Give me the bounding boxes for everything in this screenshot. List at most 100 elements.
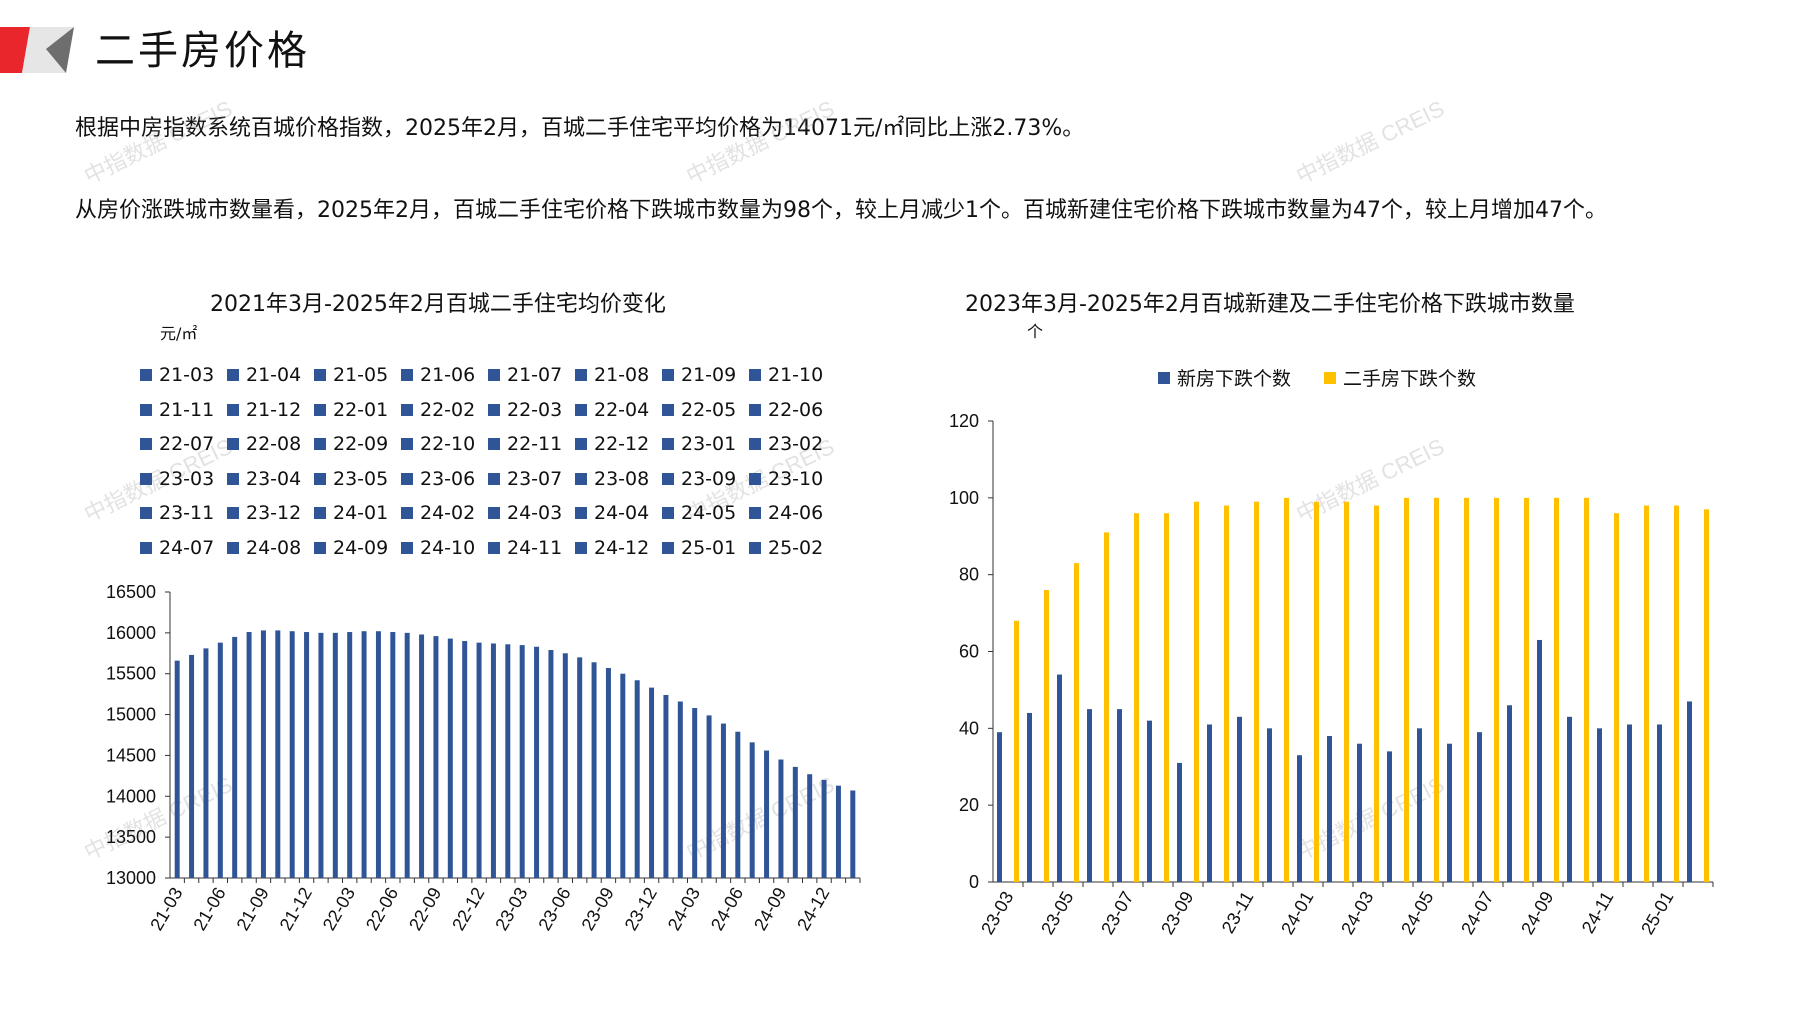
legend-item: 22-04 [575, 399, 649, 421]
legend-label: 22-10 [420, 433, 476, 455]
bar-new-home [1687, 701, 1692, 882]
legend-label: 21-08 [594, 364, 650, 386]
legend-label: 23-01 [681, 433, 737, 455]
x-tick-label: 24-01 [1277, 888, 1317, 938]
summary-paragraph-price: 根据中房指数系统百城价格指数，2025年2月，百城二手住宅平均价格为14071元… [75, 116, 1085, 141]
chart2-unit-label: 个 [1027, 322, 1044, 341]
bar [174, 660, 180, 878]
legend-label: 23-06 [420, 467, 476, 490]
legend-item: 24-11 [488, 537, 562, 559]
legend-swatch [749, 438, 761, 450]
bar-new-home [1177, 762, 1182, 882]
legend-label: 22-02 [420, 398, 476, 421]
bar [318, 632, 324, 878]
bar [390, 632, 396, 878]
legend-item: 24-04 [575, 502, 649, 524]
bar-new-home [1237, 716, 1242, 882]
legend-item: 二手房下跌个数 [1324, 364, 1476, 391]
bar-second-hand [1494, 497, 1499, 882]
y-tick-label: 20 [959, 795, 979, 815]
summary-paragraph-count: 从房价涨跌城市数量看，2025年2月，百城二手住宅价格下跌城市数量为98个，较上… [75, 198, 1607, 223]
bar [835, 785, 841, 878]
legend-item: 23-11 [140, 502, 214, 524]
bar-second-hand [1134, 513, 1139, 882]
bar [605, 667, 611, 878]
y-tick-label: 100 [949, 488, 979, 508]
bar-new-home [997, 732, 1002, 882]
legend-label: 22-08 [246, 433, 302, 455]
brand-logo-mark [0, 27, 74, 73]
bar [217, 642, 223, 878]
bar [735, 731, 741, 878]
legend-swatch [227, 507, 239, 519]
bar-new-home [1657, 724, 1662, 882]
bar-new-home [1297, 755, 1302, 882]
legend-label: 21-03 [159, 364, 215, 386]
legend-item: 23-10 [749, 468, 823, 490]
bar [361, 631, 367, 878]
legend-label: 23-08 [594, 467, 650, 490]
bar-new-home [1477, 732, 1482, 882]
legend-item: 23-02 [749, 433, 823, 455]
legend-swatch [575, 369, 587, 381]
legend-swatch [227, 472, 239, 485]
legend-swatch [1158, 371, 1170, 384]
bar [404, 632, 410, 878]
x-tick-label: 24-11 [1578, 888, 1618, 937]
bar [720, 723, 726, 878]
legend-label: 22-04 [594, 398, 650, 421]
bar [692, 708, 698, 878]
legend-swatch [401, 507, 413, 519]
bar-second-hand [1254, 501, 1259, 882]
bar-second-hand [1044, 590, 1049, 882]
bar-new-home [1537, 639, 1542, 882]
legend-item: 25-02 [749, 537, 823, 559]
bar-second-hand [1704, 509, 1709, 882]
legend-label: 24-03 [507, 502, 563, 524]
legend-item: 24-09 [314, 537, 388, 559]
y-tick-label: 15500 [106, 664, 156, 684]
legend-swatch [662, 403, 674, 416]
legend-item: 22-05 [662, 399, 736, 421]
bar-new-home [1207, 724, 1212, 882]
legend-swatch [401, 472, 413, 485]
legend-item: 21-08 [575, 364, 649, 386]
bar [447, 638, 453, 878]
legend-label: 22-12 [594, 433, 650, 455]
x-tick-label: 24-09 [1517, 888, 1557, 938]
legend-label: 22-09 [333, 433, 389, 455]
legend-swatch [140, 403, 152, 416]
legend-item: 23-05 [314, 468, 388, 490]
legend-label: 21-12 [246, 398, 302, 421]
x-tick-label: 23-11 [1218, 888, 1258, 937]
legend-label: 24-06 [768, 502, 824, 524]
legend-swatch [401, 369, 413, 381]
legend-item: 25-01 [662, 537, 736, 559]
legend-label: 23-09 [681, 467, 737, 490]
bar-new-home [1417, 728, 1422, 882]
legend-label: 24-02 [420, 502, 476, 524]
bar [591, 662, 597, 878]
legend-label: 22-07 [159, 433, 215, 455]
y-tick-label: 13500 [106, 827, 156, 847]
legend-swatch [314, 507, 326, 519]
bar [649, 687, 655, 878]
y-tick-label: 14000 [106, 786, 156, 806]
bar [677, 701, 683, 878]
legend-label: 新房下跌个数 [1177, 368, 1292, 390]
legend-item: 24-12 [575, 537, 649, 559]
x-tick-label: 24-05 [1397, 888, 1437, 938]
bar-second-hand [1224, 505, 1229, 882]
legend-item: 24-03 [488, 502, 562, 524]
legend-item: 21-09 [662, 364, 736, 386]
legend-swatch [227, 369, 239, 381]
legend-label: 22-03 [507, 398, 563, 421]
bar-second-hand [1614, 513, 1619, 882]
legend-item: 21-10 [749, 364, 823, 386]
legend-item: 23-12 [227, 502, 301, 524]
legend-swatch [227, 403, 239, 416]
x-tick-label: 24-07 [1457, 888, 1497, 938]
page-title: 二手房价格 [95, 28, 310, 74]
